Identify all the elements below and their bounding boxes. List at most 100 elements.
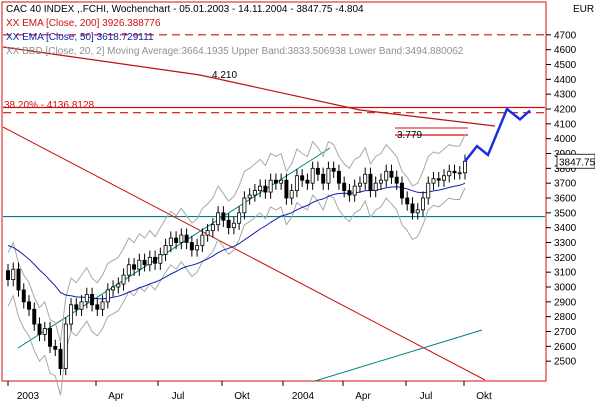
last-price-box xyxy=(556,153,595,169)
candle-body xyxy=(231,222,236,229)
candle-body xyxy=(21,289,26,303)
legend-ema200: XX EMA [Close, 200] 3926.388776 xyxy=(6,18,161,29)
candle-body xyxy=(147,256,152,266)
level-4210-label: 4.210 xyxy=(212,70,237,81)
candle-body xyxy=(74,304,79,310)
candle-body xyxy=(42,328,47,335)
projection-line xyxy=(464,106,531,163)
projection-layer xyxy=(464,106,531,163)
legend-bollinger: XX BBD [Close, 20, 2] Moving Average:366… xyxy=(6,46,464,57)
candle-body xyxy=(11,268,16,280)
y-tick-label: 3800 xyxy=(554,164,577,175)
candle-body xyxy=(90,294,95,306)
candle-body xyxy=(216,212,221,226)
candle-body xyxy=(189,242,194,251)
x-tick-label: 2004 xyxy=(292,391,315,402)
y-tick-label: 2800 xyxy=(554,312,577,323)
candle-body xyxy=(452,170,457,174)
candle-body xyxy=(242,197,247,214)
candle-body xyxy=(279,179,284,184)
ema-layer xyxy=(7,182,466,300)
candle-body xyxy=(305,179,310,184)
teal-lower-line xyxy=(314,329,483,382)
candle-body xyxy=(347,190,352,196)
candle-body xyxy=(210,224,215,232)
y-tick-label: 4200 xyxy=(554,105,577,116)
candle-body xyxy=(111,286,116,291)
candle-body xyxy=(84,294,89,303)
candle-body xyxy=(331,167,336,172)
candle-body xyxy=(179,234,184,243)
y-tick-label: 2700 xyxy=(554,327,577,338)
candle-body xyxy=(105,289,110,303)
candle-body xyxy=(37,323,42,335)
candle-body xyxy=(389,170,394,178)
y-tick-label: 4000 xyxy=(554,134,577,145)
chart-title: CAC 40 INDEX ,.FCHI, Wochenchart - 05.01… xyxy=(6,4,364,15)
candle-body xyxy=(163,245,168,255)
candle-body xyxy=(252,190,257,196)
y-tick-label: 4700 xyxy=(554,30,577,41)
candle-body xyxy=(58,348,63,369)
fib-level-label: 38.20% - 4136.8128 xyxy=(4,100,95,111)
y-tick-label: 4100 xyxy=(554,119,577,130)
trend-lines-layer xyxy=(2,34,545,382)
candle-body xyxy=(95,304,100,310)
candle-body xyxy=(405,197,410,205)
chart-title-tail: -4.804 xyxy=(335,4,364,15)
candle-body xyxy=(69,304,74,325)
bollinger-upper xyxy=(7,134,466,343)
y-tick-label: 4400 xyxy=(554,75,577,86)
level-3779-label: 3.779 xyxy=(397,130,422,141)
plot-frame xyxy=(1,1,547,382)
candle-body xyxy=(132,264,137,270)
candle-body xyxy=(100,301,105,310)
x-tick-label: Apr xyxy=(355,391,371,402)
candle-body xyxy=(221,212,226,221)
y-tick-label: 3700 xyxy=(554,179,577,190)
candle-body xyxy=(394,176,399,184)
candle-body xyxy=(226,219,231,229)
x-tick-label: Jul xyxy=(172,391,185,402)
y-tick-label: 3100 xyxy=(554,268,577,279)
candle-body xyxy=(421,197,425,211)
y-axis: 2500 2600 2700 2800 2900 3000 3100 3200 3300 3400… xyxy=(546,30,577,368)
candle-body xyxy=(6,270,10,280)
candle-body xyxy=(399,182,404,199)
x-tick-label: Okt xyxy=(476,391,492,402)
y-tick-label: 2900 xyxy=(554,297,577,308)
candle-body xyxy=(284,179,289,199)
candle-body xyxy=(27,301,31,310)
candle-body xyxy=(153,256,158,264)
y-tick-label: 3000 xyxy=(554,283,577,294)
candle-body xyxy=(79,301,84,310)
y-tick-label: 3200 xyxy=(554,253,577,264)
x-axis: 2003 Apr Jul Okt 2004 Apr Jul Okt xyxy=(7,381,492,402)
y-tick-label: 4300 xyxy=(554,90,577,101)
candle-body xyxy=(263,185,268,193)
candle-body xyxy=(289,190,294,199)
candle-body xyxy=(16,268,21,291)
candle-body xyxy=(174,237,179,243)
x-tick-label: Apr xyxy=(108,391,124,402)
candle-body xyxy=(168,237,173,246)
legend-ema50: XX EMA [Close, 50] 3618.729111 xyxy=(6,32,154,43)
candle-body xyxy=(463,160,467,174)
x-tick-label: Jul xyxy=(420,391,433,402)
candle-body xyxy=(342,182,347,191)
candle-body xyxy=(436,178,441,181)
candle-body xyxy=(116,283,121,288)
y-tick-label: 4500 xyxy=(554,60,577,71)
candle-body xyxy=(357,182,362,187)
candles-layer xyxy=(6,154,467,376)
candle-body xyxy=(247,194,252,199)
ema200-line xyxy=(2,46,496,127)
candle-body xyxy=(258,185,263,191)
candle-body xyxy=(457,172,462,175)
candle-body xyxy=(121,274,126,285)
candle-body xyxy=(63,323,68,369)
candle-body xyxy=(184,234,189,243)
candle-body xyxy=(363,173,368,184)
candle-body xyxy=(368,173,373,191)
candle-body xyxy=(426,182,431,199)
